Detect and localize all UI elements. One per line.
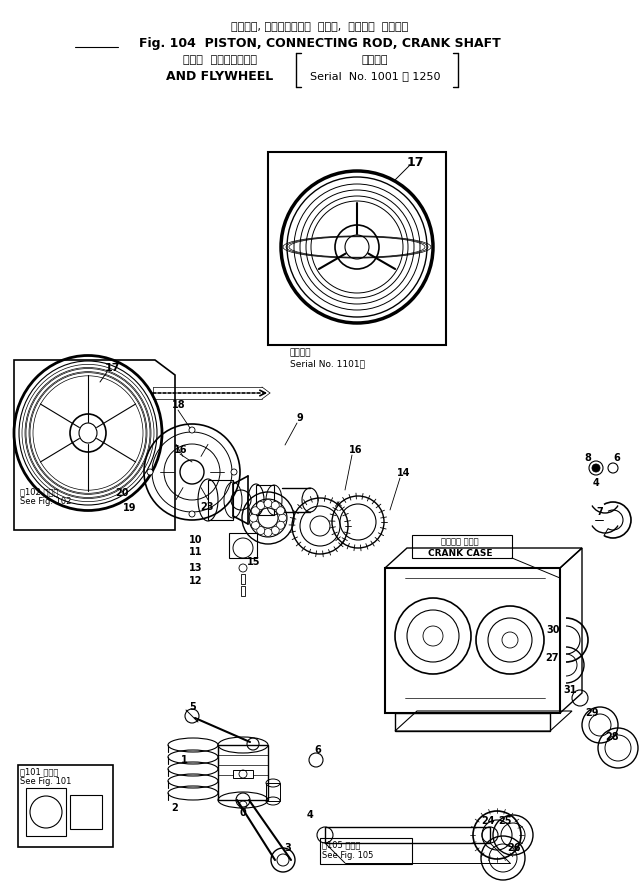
Text: 18: 18 bbox=[172, 400, 186, 410]
Circle shape bbox=[189, 427, 195, 433]
Text: 16: 16 bbox=[174, 445, 188, 455]
Text: 6: 6 bbox=[315, 745, 321, 755]
Text: 19: 19 bbox=[124, 503, 137, 513]
Text: 10: 10 bbox=[189, 535, 203, 545]
Text: 17: 17 bbox=[406, 156, 424, 168]
Text: 25: 25 bbox=[499, 816, 512, 826]
Text: 28: 28 bbox=[605, 732, 619, 742]
Circle shape bbox=[271, 527, 279, 535]
Bar bbox=[266, 783, 280, 801]
Text: 適用号機: 適用号機 bbox=[290, 349, 312, 358]
Text: 11: 11 bbox=[189, 547, 203, 557]
Circle shape bbox=[608, 463, 618, 473]
Text: Fig. 104  PISTON, CONNECTING ROD, CRANK SHAFT: Fig. 104 PISTON, CONNECTING ROD, CRANK S… bbox=[139, 37, 501, 49]
Text: 第105 図参照: 第105 図参照 bbox=[322, 840, 360, 849]
Text: 24: 24 bbox=[481, 816, 495, 826]
Circle shape bbox=[189, 511, 195, 517]
Text: Serial  No. 1001 ～ 1250: Serial No. 1001 ～ 1250 bbox=[310, 71, 440, 81]
Bar bbox=[233, 770, 253, 778]
Text: 9: 9 bbox=[296, 413, 303, 423]
Text: 27: 27 bbox=[545, 653, 559, 663]
Text: 30: 30 bbox=[547, 625, 560, 635]
Text: See Fig. 101: See Fig. 101 bbox=[20, 777, 72, 786]
Text: 15: 15 bbox=[247, 557, 260, 567]
Text: 29: 29 bbox=[585, 708, 599, 718]
Bar bbox=[412, 535, 512, 558]
Text: 31: 31 bbox=[563, 685, 577, 695]
Text: CRANK CASE: CRANK CASE bbox=[428, 549, 492, 558]
Text: 7: 7 bbox=[596, 507, 604, 517]
Circle shape bbox=[231, 469, 237, 475]
Text: 5: 5 bbox=[189, 702, 196, 712]
Circle shape bbox=[252, 507, 259, 515]
Text: 6: 6 bbox=[614, 453, 620, 463]
Circle shape bbox=[257, 527, 265, 535]
Circle shape bbox=[264, 500, 272, 508]
Bar bbox=[208, 480, 233, 520]
Bar bbox=[241, 586, 245, 596]
Bar bbox=[385, 568, 560, 713]
Circle shape bbox=[276, 521, 285, 529]
Bar bbox=[241, 574, 245, 584]
Bar bbox=[70, 795, 102, 829]
Circle shape bbox=[250, 514, 257, 522]
Text: 23: 23 bbox=[200, 502, 214, 512]
Circle shape bbox=[257, 502, 265, 510]
Text: 14: 14 bbox=[397, 468, 411, 478]
Text: 12: 12 bbox=[189, 576, 203, 586]
Bar bbox=[320, 838, 412, 864]
Circle shape bbox=[278, 514, 287, 522]
Text: 3: 3 bbox=[285, 843, 291, 853]
Text: 20: 20 bbox=[115, 488, 129, 498]
Bar bbox=[218, 745, 268, 800]
Bar bbox=[395, 713, 550, 731]
Text: Serial No. 1101～: Serial No. 1101～ bbox=[290, 359, 365, 368]
Text: 16: 16 bbox=[349, 445, 363, 455]
Text: 4: 4 bbox=[593, 478, 600, 488]
Text: 適用号機: 適用号機 bbox=[362, 55, 388, 65]
Text: クランク ケース: クランク ケース bbox=[441, 537, 479, 546]
Text: See Fig. 102: See Fig. 102 bbox=[20, 496, 72, 505]
Text: 2: 2 bbox=[172, 803, 179, 813]
Text: 第102 図参照: 第102 図参照 bbox=[20, 487, 58, 496]
Bar bbox=[229, 533, 257, 558]
Text: See Fig. 105: See Fig. 105 bbox=[322, 851, 373, 861]
Bar bbox=[268, 152, 446, 345]
Bar bbox=[18, 765, 113, 847]
Text: 17: 17 bbox=[104, 363, 120, 373]
Circle shape bbox=[271, 502, 279, 510]
Bar bbox=[256, 485, 274, 515]
Text: ピストン, コネクティング  ロッド,  クランク  シャフト: ピストン, コネクティング ロッド, クランク シャフト bbox=[232, 22, 408, 32]
Text: 1: 1 bbox=[180, 755, 188, 765]
Bar bbox=[325, 827, 490, 843]
Bar bbox=[26, 788, 66, 836]
Text: 4: 4 bbox=[307, 810, 314, 820]
Text: 13: 13 bbox=[189, 563, 203, 573]
Circle shape bbox=[276, 507, 285, 515]
Text: 26: 26 bbox=[508, 843, 521, 853]
Circle shape bbox=[147, 469, 153, 475]
Circle shape bbox=[589, 461, 603, 475]
Circle shape bbox=[264, 528, 272, 536]
Circle shape bbox=[592, 464, 600, 472]
Text: AND FLYWHEEL: AND FLYWHEEL bbox=[166, 70, 274, 82]
Text: 第101 図参照: 第101 図参照 bbox=[20, 768, 58, 777]
Text: 0: 0 bbox=[239, 808, 246, 818]
Circle shape bbox=[252, 521, 259, 529]
Text: および  フライホイール: および フライホイール bbox=[183, 55, 257, 65]
Text: 8: 8 bbox=[584, 453, 591, 463]
